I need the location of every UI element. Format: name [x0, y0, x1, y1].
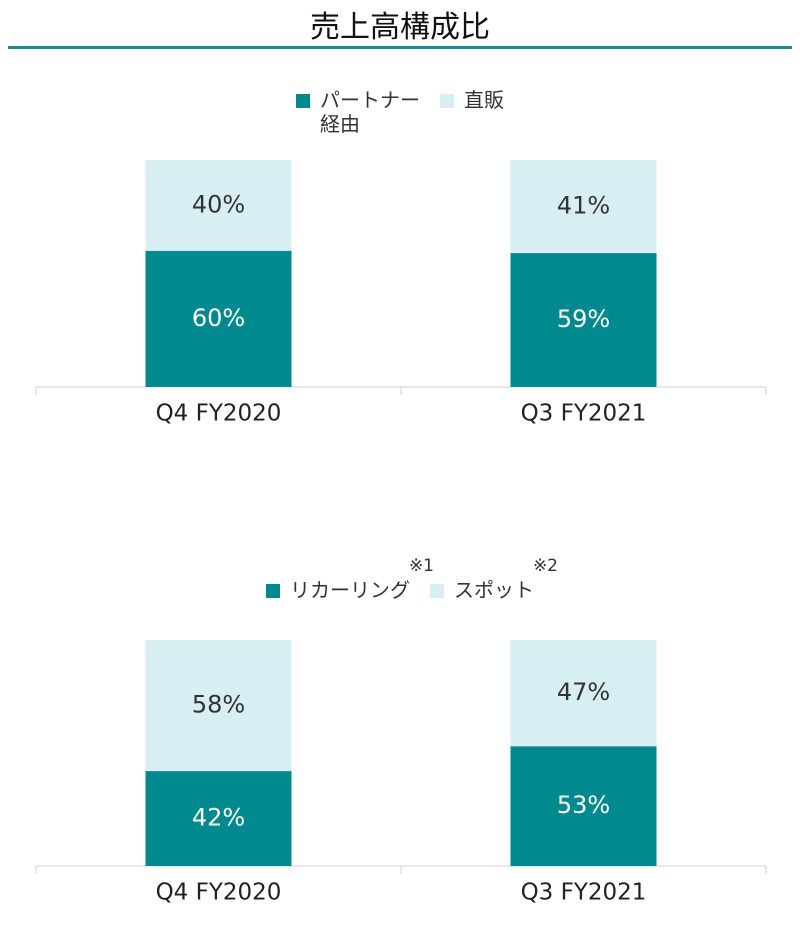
bar-segment [510, 253, 657, 387]
data-label: 58% [192, 691, 245, 719]
bar-segment [145, 640, 292, 772]
data-label: 53% [557, 791, 610, 819]
legend-item: リカーリング ※1 [266, 556, 434, 602]
legend: リカーリング ※1 スポット ※2 [0, 556, 800, 602]
data-label: 47% [557, 678, 610, 706]
legend-swatch [430, 584, 444, 598]
legend-swatch [440, 94, 454, 108]
data-label: 41% [557, 192, 610, 220]
legend-swatch [296, 94, 310, 108]
bar-segment [145, 250, 292, 387]
legend-item: スポット ※2 [430, 556, 558, 602]
title-rule [8, 46, 792, 49]
bar-segment [510, 160, 657, 254]
legend-swatch [266, 584, 280, 598]
page-title: 売上高構成比 [310, 10, 490, 45]
legend-note: ※1 [408, 556, 434, 576]
legend-item: パートナー経由 [296, 88, 420, 136]
legend: パートナー経由 直販 [0, 88, 800, 136]
data-label: 60% [192, 304, 245, 332]
data-label: 59% [557, 305, 610, 333]
x-tick-label: Q3 FY2021 [521, 880, 647, 906]
legend-note: ※2 [532, 556, 558, 576]
x-tick-label: Q4 FY2020 [156, 880, 282, 906]
bar-segment [510, 746, 657, 866]
bar-segment [145, 771, 292, 866]
data-label: 42% [192, 804, 245, 832]
x-tick-label: Q3 FY2021 [521, 401, 647, 427]
data-label: 40% [192, 190, 245, 218]
bar-segment [510, 640, 657, 747]
legend-item: 直販 [440, 88, 504, 112]
bar-segment [145, 160, 292, 251]
legend-label: 直販 [464, 88, 504, 112]
x-tick-label: Q4 FY2020 [156, 401, 282, 427]
legend-label: パートナー経由 [320, 88, 420, 136]
legend-label: スポット [454, 578, 534, 602]
legend-label: リカーリング [290, 578, 410, 602]
